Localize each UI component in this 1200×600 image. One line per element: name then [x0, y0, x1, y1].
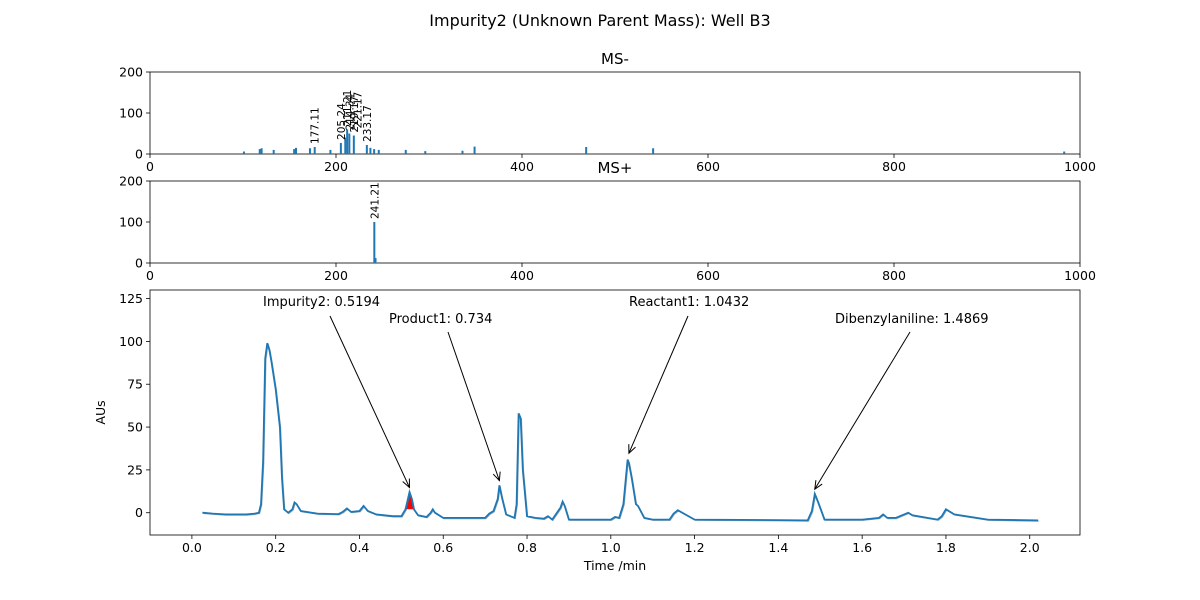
y-tick-label: 0	[135, 256, 143, 271]
annotation-arrowhead	[402, 478, 410, 489]
x-tick-label: 800	[882, 159, 906, 174]
ms-peak-bar	[373, 149, 376, 154]
y-tick-label: 125	[119, 291, 143, 306]
ms-peak-bar	[1063, 151, 1066, 154]
x-tick-label: 1.0	[601, 540, 621, 555]
x-tick-label: 1.6	[852, 540, 872, 555]
x-tick-label: 1000	[1064, 268, 1096, 283]
x-tick-label: 0	[146, 159, 154, 174]
ms-peak-bar	[293, 149, 296, 154]
ms-peak-label: 211.21	[342, 90, 354, 127]
ms-peak-label: 214.34	[344, 93, 356, 130]
ms-peak-bar	[339, 142, 342, 154]
ms-peak-bar	[308, 148, 311, 154]
y-tick-label: 200	[119, 174, 143, 189]
ms-peak-bar	[374, 258, 377, 263]
annotation-arrowhead	[492, 471, 501, 482]
trace-shadow	[203, 343, 1039, 522]
x-tick-label: 0.0	[182, 540, 202, 555]
ms-peak-bar	[313, 147, 316, 154]
ms-peak-bar	[473, 146, 476, 154]
peak-annotation-label: Dibenzylaniline: 1.4869	[835, 312, 989, 327]
x-tick-label: 200	[324, 268, 348, 283]
y-tick-label: 100	[119, 106, 143, 121]
ms-peak-bar	[260, 148, 263, 154]
ms-peak-bar	[365, 144, 368, 154]
axes-frame	[149, 289, 1081, 536]
ms-peak-bar	[404, 149, 407, 154]
peak-annotation-label: Product1: 0.734	[389, 312, 492, 327]
y-tick-label: 0	[135, 505, 143, 520]
y-tick-label: 100	[119, 215, 143, 230]
chromatogram-trace	[202, 342, 1039, 522]
panel-title: MS-	[601, 50, 629, 68]
peak-annotation-label: Reactant1: 1.0432	[629, 295, 749, 310]
y-tick-label: 200	[119, 65, 143, 80]
y-tick-label: 0	[135, 147, 143, 162]
x-tick-label: 0	[146, 268, 154, 283]
x-tick-label: 400	[510, 159, 534, 174]
axes-frame	[149, 71, 1081, 155]
ms-peak-label: 219.17	[349, 96, 361, 133]
x-tick-label: 0.2	[266, 540, 286, 555]
ms-peak-bar	[373, 222, 376, 263]
x-tick-label: 0.8	[517, 540, 537, 555]
figure-title: Impurity2 (Unknown Parent Mass): Well B3	[429, 11, 770, 30]
annotation-arrow	[814, 331, 911, 490]
x-axis-label: Time /min	[583, 558, 646, 573]
ms-peak-bar	[377, 149, 380, 154]
ms-peak-label: 221.17	[352, 92, 364, 129]
annotation-arrow	[447, 331, 500, 481]
x-tick-label: 1.4	[768, 540, 788, 555]
x-tick-label: 200	[324, 159, 348, 174]
y-tick-label: 25	[127, 462, 143, 477]
x-tick-label: 1.2	[685, 540, 705, 555]
y-tick-label: 100	[119, 334, 143, 349]
ms-peak-bar	[329, 149, 332, 154]
ms-peak-label: 241.21	[369, 182, 381, 219]
ms-peak-label: 233.17	[362, 105, 374, 142]
ms-peak-bar	[242, 151, 245, 154]
axes-frame	[149, 180, 1081, 264]
ms-peak-label: 205.24	[336, 103, 348, 140]
ms-peak-bar	[344, 137, 347, 154]
y-tick-label: 50	[127, 420, 143, 435]
peak-annotation-label: Impurity2: 0.5194	[263, 295, 380, 310]
ms-peak-bar	[585, 147, 588, 154]
ms-peak-label: 177.11	[310, 107, 322, 144]
ms-peak-bar	[424, 151, 427, 154]
ms-peak-bar	[461, 150, 464, 154]
ms-peak-bar	[652, 148, 655, 154]
x-tick-label: 0.4	[350, 540, 370, 555]
ms-peak-bar	[258, 149, 261, 154]
y-tick-label: 75	[127, 377, 143, 392]
x-tick-label: 600	[696, 268, 720, 283]
panel-title: MS+	[597, 159, 632, 177]
ms-peak-bar	[295, 147, 298, 154]
chromatogram-panel: 0.0 0.2 0.4 0.6 0.8 1.0 1.2 1.4 1.6 1.8 2.0 0 25 50 75…	[93, 289, 1081, 573]
ms-peak-bar	[272, 149, 275, 154]
x-tick-label: 1000	[1064, 159, 1096, 174]
y-axis-label: AUs	[93, 400, 108, 424]
annotation-arrow	[628, 315, 689, 454]
x-tick-label: 800	[882, 268, 906, 283]
x-tick-label: 0.6	[433, 540, 453, 555]
x-tick-label: 1.8	[936, 540, 956, 555]
annotation-arrow	[329, 315, 410, 488]
x-tick-label: 2.0	[1020, 540, 1040, 555]
ms-peak-bar	[352, 135, 355, 154]
annotation-arrowhead	[814, 480, 823, 491]
ms-peak-bar	[369, 147, 372, 154]
x-tick-label: 400	[510, 268, 534, 283]
annotation-arrowhead	[628, 444, 636, 455]
x-tick-label: 600	[696, 159, 720, 174]
ms-peak-bar	[346, 129, 349, 154]
ms-peak-bar	[348, 133, 351, 154]
